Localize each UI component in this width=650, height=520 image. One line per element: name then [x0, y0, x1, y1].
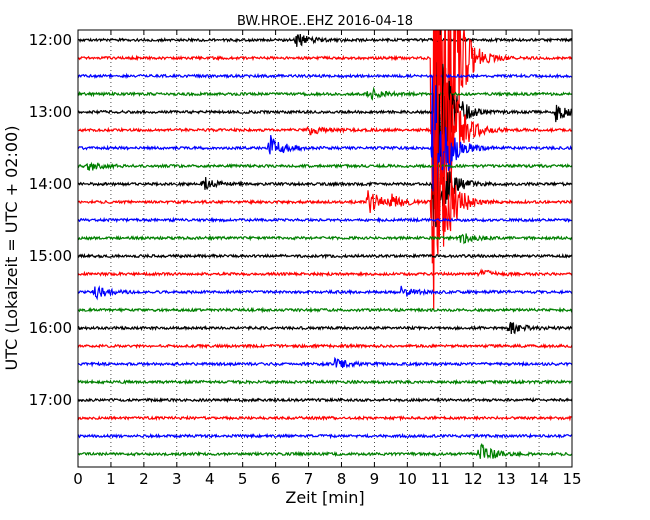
trace-1730 [78, 432, 572, 440]
x-tick-label: 14 [530, 470, 549, 488]
x-tick-label: 1 [106, 470, 116, 488]
x-tick-label: 13 [497, 470, 516, 488]
x-tick-label: 9 [370, 470, 380, 488]
x-tick-label: 6 [271, 470, 281, 488]
trace-1245 [78, 86, 572, 101]
x-tick-label: 12 [464, 470, 483, 488]
x-tick-label: 8 [337, 470, 347, 488]
trace-1415 [78, 122, 572, 310]
x-tick-label: 5 [238, 470, 248, 488]
x-tick-label: 2 [139, 470, 149, 488]
trace-1400 [78, 146, 572, 228]
chart-title: BW.HROE..EHZ 2016-04-18 [237, 14, 413, 29]
x-tick-label: 15 [562, 470, 581, 488]
plot-background [78, 30, 572, 467]
x-axis-label: Zeit [min] [285, 488, 364, 507]
trace-1515 [78, 268, 572, 278]
x-tick-label: 3 [172, 470, 182, 488]
x-axis: 0 1 2 3 4 5 6 7 8 9 10 11 12 13 14 15 [73, 30, 582, 488]
y-tick-label: 17:00 [29, 391, 72, 409]
y-tick-label: 14:00 [29, 175, 72, 193]
trace-1445 [78, 233, 572, 245]
x-tick-label: 7 [304, 470, 314, 488]
trace-1645 [78, 378, 572, 386]
x-tick-label: 4 [205, 470, 215, 488]
x-tick-label: 11 [431, 470, 450, 488]
y-tick-label: 13:00 [29, 103, 72, 121]
trace-1345 [78, 161, 572, 171]
trace-1330 [78, 76, 572, 199]
x-tick-label: 0 [73, 470, 83, 488]
x-tick-label: 10 [398, 470, 417, 488]
trace-1615 [78, 342, 572, 350]
trace-1745 [78, 442, 572, 460]
trace-1530 [78, 285, 572, 301]
trace-1200 [78, 34, 572, 47]
trace-1230 [78, 72, 572, 80]
trace-1715 [78, 414, 572, 422]
y-axis-label: UTC (Lokalzeit = UTC + 02:00) [2, 126, 21, 371]
trace-1500 [78, 252, 572, 260]
trace-group [78, 30, 572, 460]
y-tick-label: 16:00 [29, 319, 72, 337]
trace-1545 [78, 306, 572, 314]
trace-1630 [78, 356, 572, 369]
trace-1430 [78, 216, 572, 224]
y-tick-label: 15:00 [29, 247, 72, 265]
plot-frame [77, 29, 573, 468]
trace-1215 [78, 30, 572, 235]
trace-1700 [78, 396, 572, 404]
y-axis: 12:00 13:00 14:00 15:00 16:00 17:00 [29, 31, 572, 409]
trace-1315 [78, 30, 572, 231]
trace-1300 [78, 41, 572, 182]
trace-1600 [78, 321, 572, 335]
y-tick-label: 12:00 [29, 31, 72, 49]
